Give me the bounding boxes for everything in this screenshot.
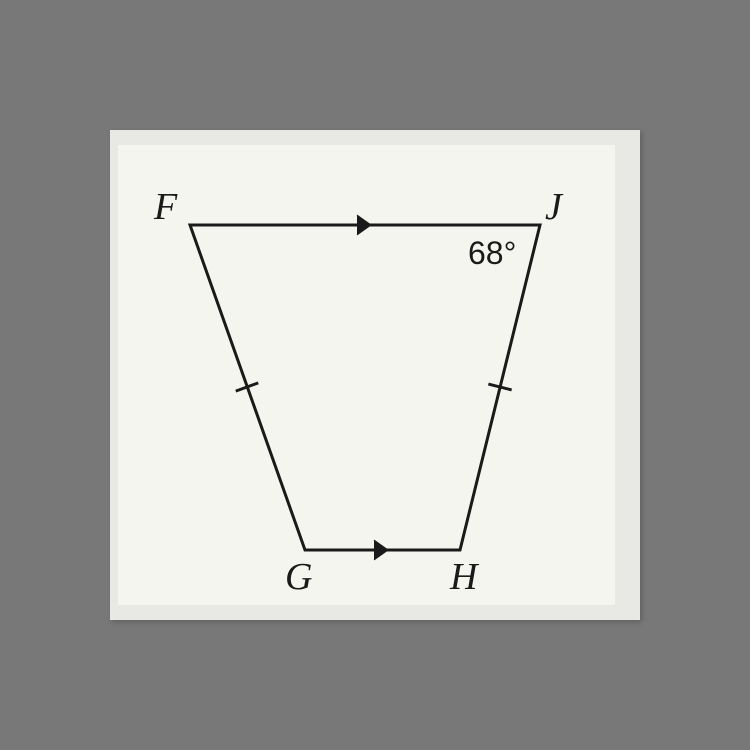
vertex-label-g: G: [285, 555, 312, 599]
diagram-panel: F J G H 68°: [110, 130, 640, 620]
vertex-label-j: J: [545, 185, 562, 229]
vertex-label-h: H: [450, 555, 477, 599]
vertex-label-f: F: [154, 185, 177, 229]
angle-label-j: 68°: [468, 235, 516, 272]
parallel-mark-fj: [357, 215, 371, 235]
parallel-mark-gh: [374, 540, 388, 560]
